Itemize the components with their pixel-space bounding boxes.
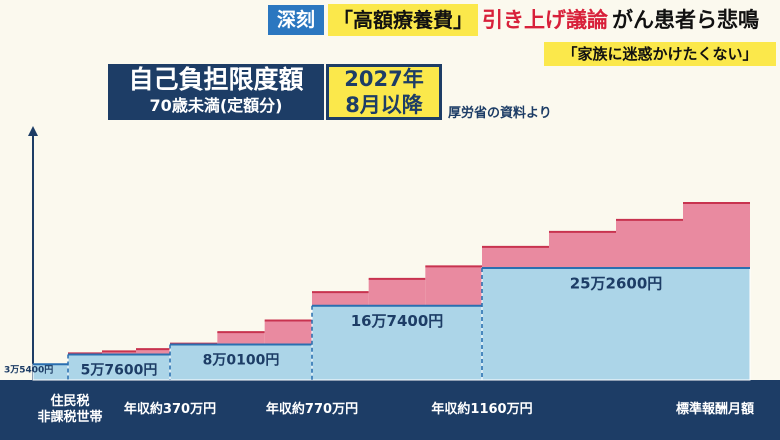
source: 厚労省の資料より — [448, 106, 552, 121]
x-tick-label: 住民税 非課税世帯 — [37, 394, 103, 425]
x-axis-band — [0, 380, 780, 440]
badge: 2027年 — [344, 67, 424, 91]
value-label: 8万0100円 — [203, 352, 280, 368]
increase-step — [549, 231, 616, 268]
badge: 8月以降 — [345, 93, 423, 117]
topic: 「高額療養費」 — [328, 4, 478, 36]
value-label: 16万7400円 — [351, 312, 444, 330]
badge-box — [326, 64, 442, 120]
headline: 引き上げ議論 — [482, 8, 608, 32]
bar — [311, 305, 483, 381]
increase-step — [102, 351, 136, 355]
chart-title: 自己負担限度額 — [128, 65, 304, 94]
axis-arrow — [28, 126, 38, 136]
value-label: 3万5400円 — [4, 365, 53, 376]
title-box — [108, 64, 324, 120]
bar — [67, 353, 171, 381]
increase-step — [68, 353, 102, 355]
x-tick-label: 標準報酬月額 — [675, 402, 755, 417]
increase-step — [683, 203, 750, 268]
x-tick-label: 年収約370万円 — [123, 402, 217, 417]
subhead: がん患者ら悲鳴 — [612, 8, 759, 32]
increase-step — [136, 349, 170, 355]
x-tick-label: 年収約1160万円 — [431, 402, 533, 417]
chart-subtitle: 70歳未満(定額分) — [149, 96, 283, 115]
quote: 「家族に迷惑かけたくない」 — [544, 42, 776, 66]
increase-step — [616, 219, 683, 268]
bar — [481, 267, 751, 381]
increase-step — [368, 278, 426, 306]
tag: 深刻 — [268, 5, 324, 35]
increase-step — [170, 343, 218, 345]
increase-step — [312, 292, 369, 306]
value-label: 25万2600円 — [570, 274, 663, 292]
increase-step — [482, 246, 549, 268]
bar — [32, 363, 69, 381]
increase-step — [217, 332, 265, 345]
value-label: 5万7600円 — [81, 362, 158, 378]
increase-step — [264, 320, 312, 345]
increase-step — [425, 266, 482, 306]
bar — [169, 343, 313, 381]
x-tick-label: 年収約770万円 — [265, 402, 359, 417]
